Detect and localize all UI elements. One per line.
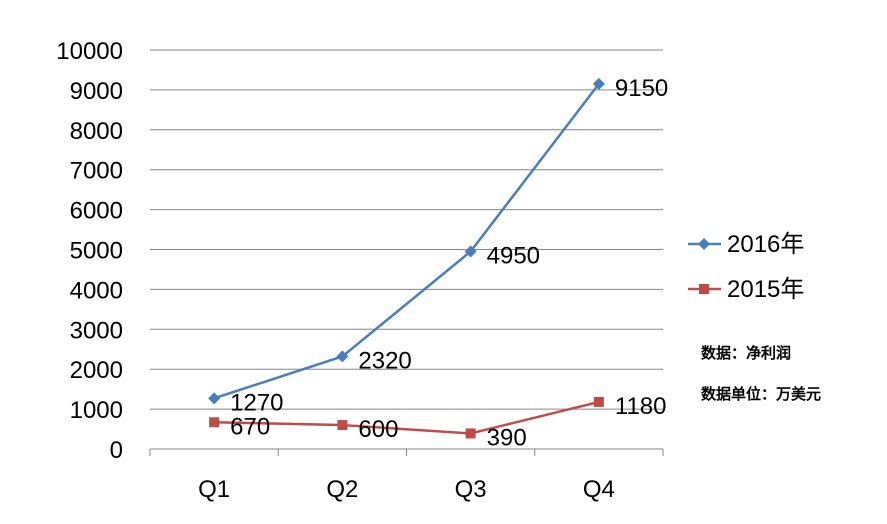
data-point-marker xyxy=(465,428,476,439)
y-tick-label: 0 xyxy=(110,437,123,464)
data-point-marker xyxy=(208,392,221,405)
annotation-data-type: 数据：净利润 xyxy=(701,344,791,362)
gridlines xyxy=(150,49,663,410)
y-tick-label: 5000 xyxy=(70,238,123,265)
y-tick-label: 4000 xyxy=(70,277,123,304)
x-tick-label: Q2 xyxy=(326,476,358,503)
data-point-marker xyxy=(593,396,604,407)
legend-swatch-marker xyxy=(699,284,709,294)
data-point-marker xyxy=(337,420,348,431)
data-point-marker xyxy=(209,417,220,428)
data-label: 2320 xyxy=(358,347,411,374)
data-label: 4950 xyxy=(487,242,540,269)
y-tick-label: 2000 xyxy=(70,357,123,384)
data-label: 390 xyxy=(487,424,527,451)
legend-entry: 2016年 xyxy=(727,231,804,258)
data-point-marker xyxy=(464,245,477,258)
y-tick-label: 6000 xyxy=(70,198,123,225)
y-tick-label: 10000 xyxy=(56,38,123,65)
legend: 2016年 2015年 xyxy=(688,231,804,303)
y-tick-label: 7000 xyxy=(70,158,123,185)
y-tick-label: 3000 xyxy=(70,317,123,344)
y-tick-label: 8000 xyxy=(70,118,123,145)
data-point-marker xyxy=(336,350,349,363)
series-line-0 xyxy=(213,83,600,400)
series-line-1 xyxy=(214,400,600,435)
x-tick-label: Q4 xyxy=(583,476,615,503)
legend-swatch-marker xyxy=(698,238,710,250)
x-tick-label: Q3 xyxy=(455,476,487,503)
data-labels: 1270 2320 4950 9150 670 600 390 1180 xyxy=(230,75,668,452)
data-label: 600 xyxy=(358,416,398,443)
y-axis-ticks: 0 1000 2000 3000 4000 5000 6000 7000 8000 9000 100… xyxy=(56,38,123,464)
series-group xyxy=(208,77,605,439)
data-label: 1270 xyxy=(230,389,283,416)
data-label: 9150 xyxy=(615,75,668,102)
y-tick-label: 9000 xyxy=(70,78,123,105)
data-point-marker xyxy=(592,77,605,90)
y-tick-label: 1000 xyxy=(70,397,123,424)
legend-entry: 2015年 xyxy=(727,276,804,303)
x-axis: Q1 Q2 Q3 Q4 xyxy=(149,448,664,503)
x-tick-label: Q1 xyxy=(198,476,230,503)
data-label: 1180 xyxy=(615,393,667,420)
annotation-data-unit: 数据单位：万美元 xyxy=(701,385,821,403)
data-label: 670 xyxy=(230,413,270,440)
